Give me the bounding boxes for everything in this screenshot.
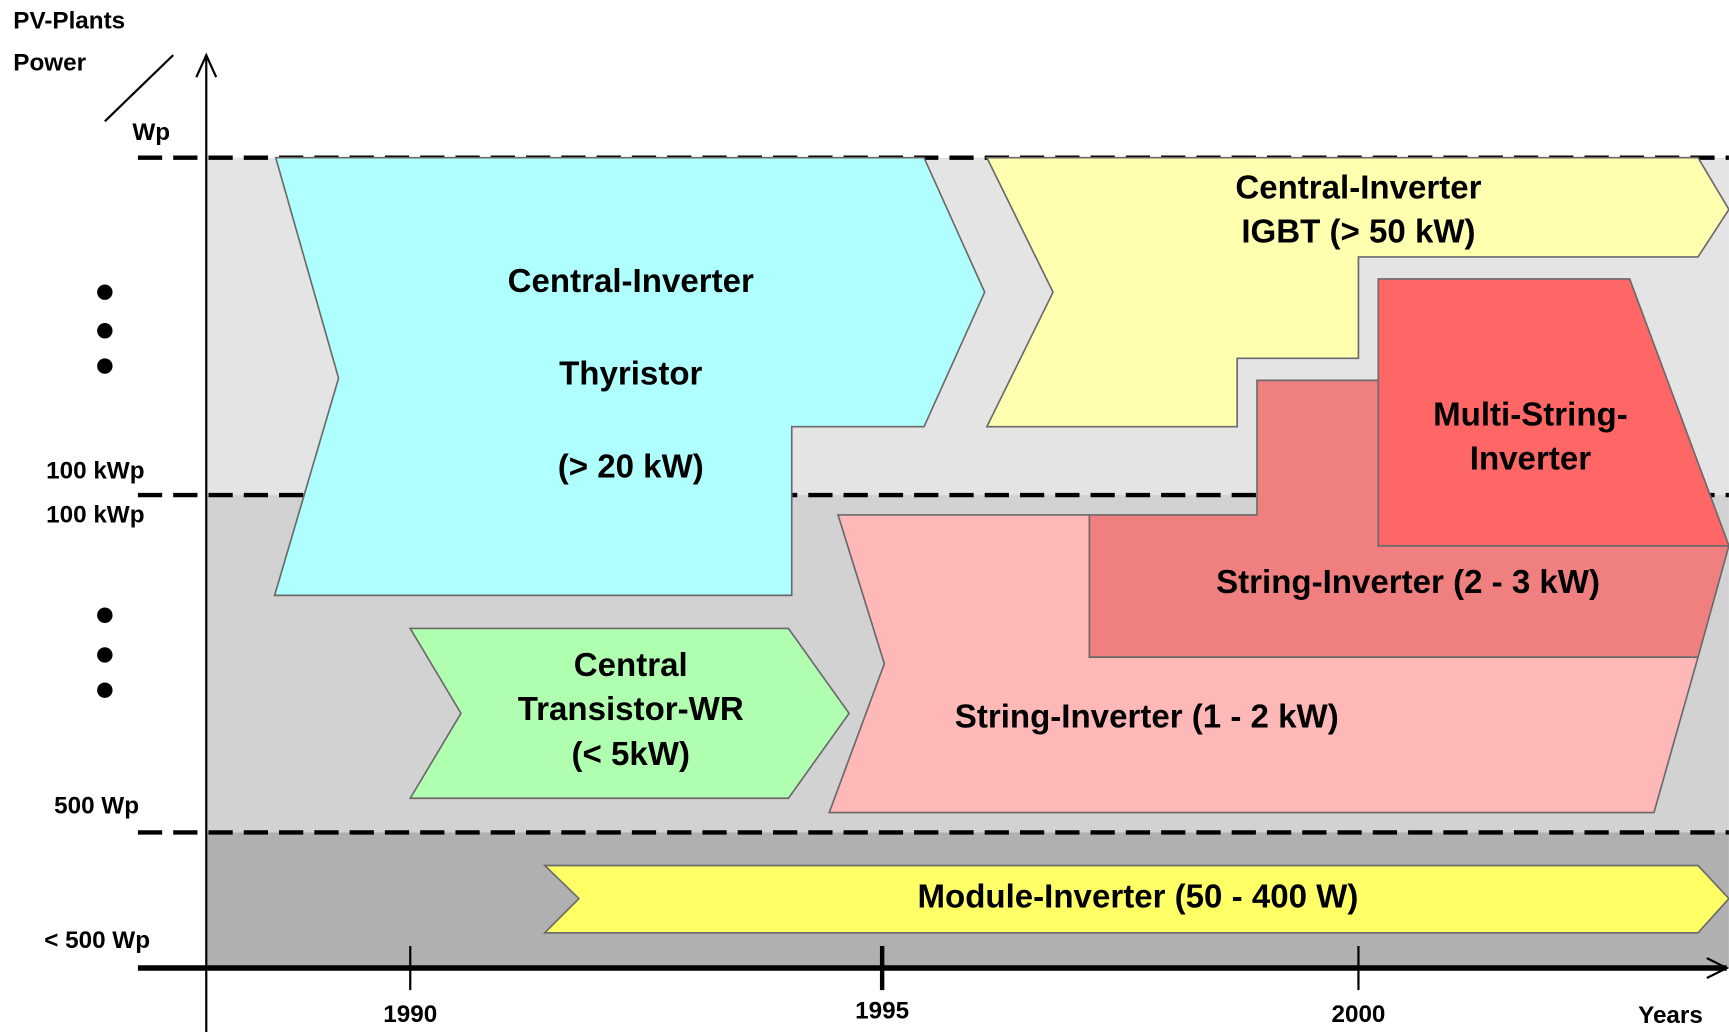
block-module xyxy=(542,864,1729,934)
block-label: Central-Inverter xyxy=(1235,169,1481,206)
y-label: 100 kWp xyxy=(46,501,144,528)
block-transistor xyxy=(408,627,851,800)
block-label: String-Inverter (2 - 3 kW) xyxy=(1216,564,1600,601)
unit-slash xyxy=(104,54,174,123)
block-label: Module-Inverter (50 - 400 W) xyxy=(917,878,1358,915)
block-label: Multi-String- xyxy=(1433,397,1628,434)
block-label: Central xyxy=(574,647,688,684)
y-axis-label: PV-Plants xyxy=(13,7,125,34)
block-label: Thyristor xyxy=(559,356,702,393)
y-label: < 500 Wp xyxy=(44,927,150,954)
ellipsis xyxy=(97,284,113,698)
block-thyristor xyxy=(273,156,986,597)
block-label: (> 20 kW) xyxy=(558,448,704,485)
x-label: 1995 xyxy=(855,998,909,1025)
y-label: 100 kWp xyxy=(46,457,144,484)
y-label: 500 Wp xyxy=(54,792,139,819)
x-label: 1990 xyxy=(383,1001,437,1028)
block-label: Inverter xyxy=(1470,441,1591,478)
x-arrow xyxy=(1706,957,1729,979)
block-label: IGBT (> 50 kW) xyxy=(1241,213,1475,250)
block-igbt xyxy=(985,156,1729,428)
y-axis-label: Wp xyxy=(132,119,170,146)
y-axis-label: Power xyxy=(13,49,86,76)
block-label: Transistor-WR xyxy=(518,691,744,728)
x-label: 2000 xyxy=(1331,1001,1385,1028)
block-label: Central-Inverter xyxy=(508,263,754,300)
x-axis-label: Years xyxy=(1638,1002,1703,1029)
y-arrow xyxy=(195,52,218,78)
block-label: String-Inverter (1 - 2 kW) xyxy=(955,699,1339,736)
block-label: (< 5kW) xyxy=(572,736,691,773)
